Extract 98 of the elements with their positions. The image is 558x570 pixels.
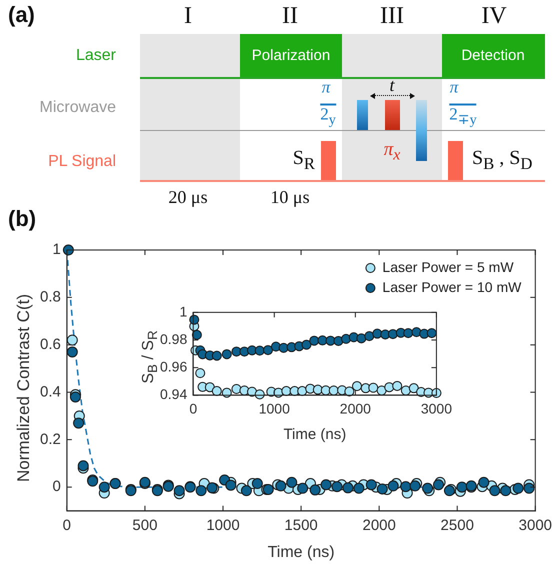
point [500, 485, 512, 496]
point [400, 481, 412, 492]
chart-title: (b) [8, 206, 36, 232]
text: π [322, 78, 330, 98]
point [456, 482, 468, 493]
text: III [380, 2, 404, 30]
point [388, 329, 398, 340]
point [222, 349, 232, 360]
point [364, 331, 374, 342]
text: S$_{R}$ [292, 146, 315, 174]
point [368, 382, 378, 393]
y-tick-label: 0.98 [160, 330, 188, 347]
point [320, 479, 332, 490]
point [433, 479, 444, 490]
text: 10 μs [270, 187, 310, 208]
point [388, 480, 399, 492]
point [342, 482, 354, 494]
y-tick-label: 0 [52, 478, 61, 496]
point [426, 328, 437, 338]
point [275, 480, 286, 492]
point [196, 485, 207, 496]
text: Detection [461, 46, 525, 64]
x-tick-label: 1500 [284, 516, 318, 534]
y-tick-label: 0.6 [40, 336, 61, 353]
text: IV [481, 2, 507, 30]
point [309, 336, 320, 346]
point [403, 328, 414, 338]
x-tick-label: 3000 [420, 400, 452, 416]
text: I [184, 2, 192, 30]
point [312, 384, 323, 395]
text: Microwave [40, 99, 116, 117]
point [489, 485, 500, 496]
point [231, 384, 242, 394]
y-tick-label: 0.8 [40, 288, 61, 306]
point [73, 418, 84, 429]
point [286, 476, 298, 488]
point [422, 482, 434, 494]
point [408, 383, 419, 394]
point [301, 340, 312, 350]
y-tick-label: 1 [52, 241, 61, 258]
point [195, 368, 206, 378]
x-tick-label: 2500 [440, 516, 474, 534]
y-axis-title: Normalized Contrast C(t) [14, 294, 34, 482]
x-axis-title: Time (ns) [283, 426, 346, 444]
point [366, 479, 377, 490]
point [524, 482, 535, 494]
y-tick-label: 0.2 [40, 430, 61, 448]
text: 2$_{y}$ [320, 104, 336, 128]
x-tick-label: 2000 [340, 400, 372, 416]
point [376, 483, 388, 494]
y-tick-label: 0.96 [160, 358, 188, 374]
point [212, 386, 222, 396]
y-tick-label: 0.4 [40, 383, 61, 400]
point [512, 482, 524, 494]
point [392, 380, 402, 391]
point [372, 328, 382, 339]
point [240, 485, 252, 496]
point [212, 350, 222, 361]
point [262, 345, 273, 356]
text: π$_{x}$ [384, 138, 400, 164]
point [252, 478, 263, 490]
point [478, 476, 490, 488]
text: 2$_{∓y}$ [449, 104, 477, 128]
y-tick-label: 0.94 [160, 386, 188, 402]
text: Laser [76, 47, 116, 65]
x-tick-label: 0 [189, 400, 198, 416]
text: π [450, 78, 458, 98]
point [332, 481, 342, 492]
point [78, 460, 89, 472]
text: 20 μs [168, 187, 208, 208]
text: PL Signal [48, 153, 116, 171]
point [98, 482, 110, 493]
text: S$_{B}$ , S$_{D}$ [472, 146, 532, 174]
x-tick-label: 1000 [258, 400, 290, 416]
point [254, 346, 265, 356]
point [297, 482, 308, 494]
point [317, 335, 328, 346]
text: Polarization [252, 46, 330, 64]
point [356, 333, 366, 344]
text: (a) [8, 2, 35, 28]
point [66, 334, 78, 346]
point [174, 485, 185, 496]
point [225, 480, 236, 491]
point [352, 381, 362, 392]
y-tick-label: 1 [179, 303, 188, 320]
x-tick-label: 500 [132, 516, 158, 534]
x-tick-label: 2000 [362, 516, 396, 534]
point [66, 346, 78, 358]
text: II [282, 2, 298, 30]
x-tick-label: 3000 [518, 516, 552, 534]
text: t [389, 75, 395, 96]
x-axis-title: Time (ns) [268, 544, 335, 561]
legend-label: Laser Power = 5 mW [382, 258, 514, 275]
x-tick-label: 1000 [206, 516, 240, 534]
point [192, 330, 202, 340]
point [353, 482, 364, 494]
point [310, 484, 321, 496]
legend-label: Laser Power = 10 mW [382, 278, 522, 295]
